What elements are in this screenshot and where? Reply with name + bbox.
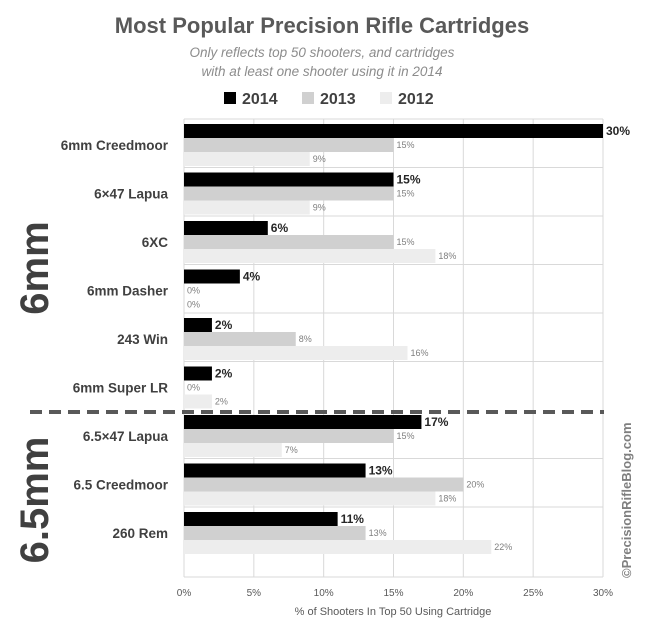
data-label-2014: 30% [606, 124, 630, 138]
data-label-2014: 13% [369, 464, 393, 478]
bar-2013 [184, 429, 394, 443]
x-axis-title: % of Shooters In Top 50 Using Cartridge [295, 606, 492, 618]
category-label: 243 Win [117, 332, 168, 347]
data-label-2012: 2% [215, 397, 228, 407]
x-tick-label: 20% [453, 588, 473, 599]
group-label-6-5mm: 6.5mm [13, 437, 57, 564]
bar-2012 [184, 540, 492, 554]
bar-2014 [184, 366, 212, 381]
data-label-2013: 0% [187, 383, 200, 393]
chart-title: Most Popular Precision Rifle Cartridges [115, 13, 529, 38]
category-label: 6mm Dasher [87, 284, 169, 299]
data-label-2013: 15% [397, 237, 415, 247]
legend-swatch-2012 [380, 92, 392, 104]
bar-2014 [184, 172, 394, 187]
data-label-2013: 15% [397, 189, 415, 199]
legend-label-2013: 2013 [320, 91, 356, 108]
x-tick-label: 5% [247, 588, 262, 599]
legend-swatch-2014 [224, 92, 236, 104]
data-label-2013: 15% [397, 140, 415, 150]
legend-swatch-2013 [302, 92, 314, 104]
bar-2013 [184, 526, 366, 540]
x-tick-label: 0% [177, 588, 192, 599]
bar-2012 [184, 346, 408, 360]
x-tick-label: 15% [383, 588, 403, 599]
data-label-2012: 16% [410, 348, 428, 358]
category-label: 6.5×47 Lapua [83, 429, 169, 444]
data-label-2014: 17% [424, 415, 448, 429]
x-tick-label: 10% [314, 588, 334, 599]
bar-2012 [184, 394, 212, 409]
bar-2014 [184, 124, 603, 138]
legend: 2014 2013 2012 [224, 91, 434, 108]
category-label: 6.5 Creedmoor [73, 478, 168, 493]
data-label-2013: 20% [466, 480, 484, 490]
chart-subtitle-line2: with at least one shooter using it in 20… [202, 64, 443, 79]
bar-2012 [184, 152, 310, 166]
bar-2012 [184, 491, 436, 506]
legend-label-2012: 2012 [398, 91, 434, 108]
data-label-2014: 15% [397, 173, 421, 187]
category-label: 6XC [142, 235, 169, 250]
bar-2014 [184, 269, 240, 284]
watermark: ©PrecisionRifleBlog.com [619, 423, 634, 579]
category-label: 6×47 Lapua [94, 187, 168, 202]
data-label-2014: 2% [215, 318, 233, 332]
bar-2014 [184, 463, 366, 478]
bar-2012 [184, 249, 436, 263]
bar-2014 [184, 512, 338, 526]
group-label-6mm: 6mm [13, 221, 57, 314]
data-label-2013: 15% [397, 431, 415, 441]
data-label-2014: 6% [271, 221, 289, 235]
data-label-2012: 18% [438, 494, 456, 504]
data-label-2013: 8% [299, 334, 312, 344]
legend-label-2014: 2014 [242, 91, 278, 108]
data-label-2012: 7% [285, 445, 298, 455]
bars [184, 124, 603, 554]
bar-2012 [184, 200, 310, 215]
category-label: 6mm Super LR [73, 381, 169, 396]
data-label-2013: 0% [187, 286, 200, 296]
labels: 0% 5% 10% 15% 20% 25% 30% 30% 15% 9% 6mm Creedmoor… [13, 124, 630, 599]
category-label: 6mm Creedmoor [61, 138, 169, 153]
bar-2013 [184, 138, 394, 152]
x-tick-label: 25% [523, 588, 543, 599]
bar-2014 [184, 318, 212, 332]
chart-subtitle-line1: Only reflects top 50 shooters, and cartr… [190, 45, 455, 60]
bar-2013 [184, 477, 464, 492]
data-label-2013: 13% [369, 528, 387, 538]
data-label-2012: 18% [438, 251, 456, 261]
bar-2013 [184, 332, 296, 346]
data-label-2012: 0% [187, 300, 200, 310]
category-label: 260 Rem [112, 526, 168, 541]
bar-2014 [184, 415, 422, 429]
bar-2012 [184, 443, 282, 457]
data-label-2014: 11% [341, 512, 365, 526]
data-label-2014: 4% [243, 270, 261, 284]
bar-2013 [184, 235, 394, 249]
bar-2013 [184, 186, 394, 201]
x-tick-label: 30% [593, 588, 613, 599]
data-label-2012: 9% [313, 203, 326, 213]
data-label-2012: 9% [313, 154, 326, 164]
data-label-2012: 22% [494, 542, 512, 552]
bar-2014 [184, 221, 268, 235]
data-label-2014: 2% [215, 367, 233, 381]
